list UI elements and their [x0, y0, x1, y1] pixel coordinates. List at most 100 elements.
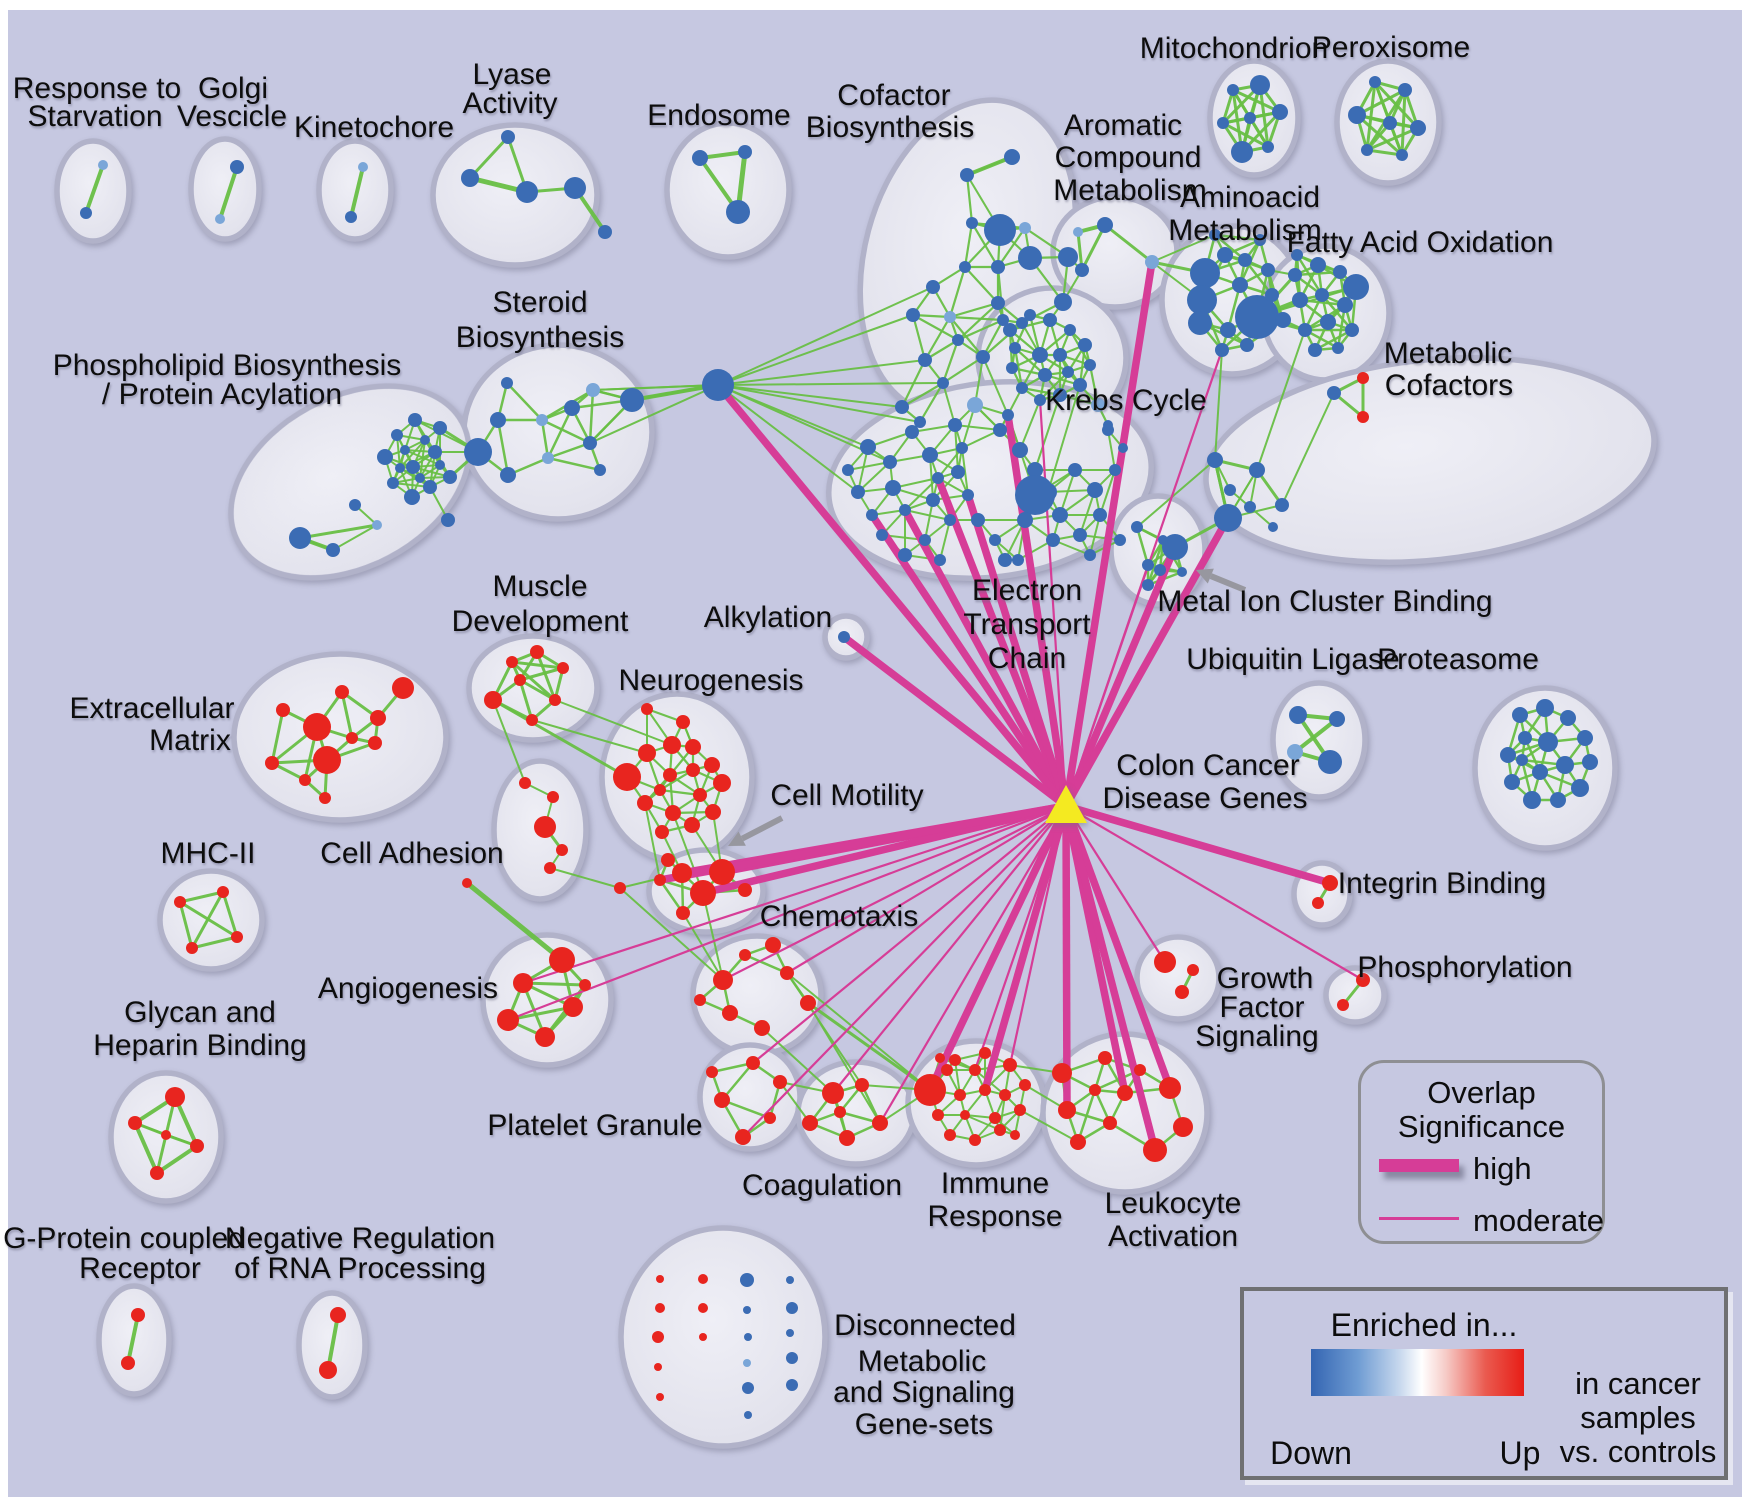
- gene-set-node-proteasome[interactable]: [1500, 747, 1516, 763]
- gene-set-node-extracellular-matrix[interactable]: [368, 736, 382, 750]
- gene-set-node-leukocyte-activation[interactable]: [1159, 1077, 1181, 1099]
- gene-set-node-muscle-development[interactable]: [530, 645, 544, 659]
- gene-set-node-growth-factor-signaling[interactable]: [1154, 951, 1176, 973]
- gene-set-node-lyase-activity[interactable]: [501, 130, 515, 144]
- gene-set-node-cofactor-biosynthesis[interactable]: [959, 261, 971, 273]
- gene-set-node-phospholipid-biosynthesis[interactable]: [400, 445, 410, 455]
- gene-set-node-neurogenesis[interactable]: [686, 763, 700, 777]
- gene-set-node-cofactor-biosynthesis[interactable]: [1018, 246, 1042, 270]
- gene-set-node-krebs-cycle[interactable]: [1016, 382, 1028, 394]
- gene-set-node-krebs-cycle[interactable]: [1032, 347, 1048, 363]
- gene-set-node-extracellular-matrix[interactable]: [265, 756, 279, 770]
- gene-set-node-extracellular-matrix[interactable]: [276, 703, 290, 717]
- gene-set-node-glycan-heparin-binding[interactable]: [161, 1130, 171, 1140]
- gene-set-node-integrin-binding[interactable]: [1312, 897, 1324, 909]
- gene-set-node-leukocyte-activation[interactable]: [1098, 1051, 1112, 1065]
- gene-set-node-aromatic-compound-metabolism[interactable]: [1075, 263, 1089, 277]
- gene-set-node-extracellular-matrix[interactable]: [392, 677, 414, 699]
- gene-set-node-ubiquitin-ligase[interactable]: [1289, 706, 1307, 724]
- gene-set-node-chemotaxis[interactable]: [765, 937, 781, 953]
- gene-set-node-electron-transport-chain[interactable]: [1012, 554, 1024, 566]
- gene-set-node-neurogenesis[interactable]: [684, 817, 700, 833]
- gene-set-node-cofactor-biosynthesis[interactable]: [1016, 317, 1028, 329]
- gene-set-node-mitochondrion[interactable]: [1262, 141, 1274, 153]
- gene-set-node-phospholipid-biosynthesis[interactable]: [443, 470, 457, 484]
- gene-set-node-proteasome[interactable]: [1516, 754, 1528, 766]
- gene-set-node-endosome[interactable]: [726, 200, 750, 224]
- gene-set-node-disconnected-gene-sets[interactable]: [698, 1303, 708, 1313]
- gene-set-node-electron-transport-chain[interactable]: [993, 423, 1007, 437]
- gene-set-node-neurogenesis[interactable]: [637, 795, 653, 811]
- gene-set-node-growth-factor-signaling[interactable]: [1187, 964, 1199, 976]
- gene-set-node-golgi-vescicle[interactable]: [230, 160, 244, 174]
- gene-set-node-immune-response[interactable]: [954, 1089, 966, 1101]
- gene-set-node-disconnected-gene-sets[interactable]: [786, 1276, 794, 1284]
- gene-set-node-phospholipid-biosynthesis[interactable]: [391, 429, 403, 441]
- gene-set-node-electron-transport-chain[interactable]: [1012, 442, 1028, 458]
- gene-set-node-electron-transport-chain[interactable]: [1002, 409, 1014, 421]
- gene-set-node-cofactor-biosynthesis[interactable]: [895, 400, 909, 414]
- gene-set-node-kinetochore[interactable]: [345, 211, 357, 223]
- gene-set-node-lyase-activity[interactable]: [516, 181, 538, 203]
- gene-set-node-cell-adhesion[interactable]: [556, 844, 568, 856]
- gene-set-node-electron-transport-chain[interactable]: [1068, 463, 1082, 477]
- gene-set-node-leukocyte-activation[interactable]: [1173, 1117, 1193, 1137]
- gene-set-node-disconnected-gene-sets[interactable]: [654, 1363, 662, 1371]
- gene-set-node-phospholipid-biosynthesis[interactable]: [406, 460, 420, 474]
- gene-set-node-phospholipid-biosynthesis[interactable]: [289, 527, 311, 549]
- gene-set-node-cell-motility[interactable]: [709, 859, 735, 885]
- gene-set-node-leukocyte-activation[interactable]: [1089, 1084, 1101, 1096]
- gene-set-node-electron-transport-chain[interactable]: [951, 465, 965, 479]
- gene-set-node-endosome[interactable]: [738, 145, 752, 159]
- gene-set-node-metabolic-cofactors[interactable]: [1224, 484, 1236, 496]
- gene-set-node-aminoacid-metabolism[interactable]: [1190, 258, 1220, 288]
- gene-set-node-fatty-acid-oxidation[interactable]: [1332, 342, 1344, 354]
- gene-set-node-neurogenesis[interactable]: [663, 768, 677, 782]
- gene-set-node-electron-transport-chain[interactable]: [876, 529, 888, 541]
- gene-set-node-immune-response[interactable]: [1019, 1079, 1031, 1091]
- gene-set-node-mitochondrion[interactable]: [1250, 75, 1270, 95]
- gene-set-node-cell-adhesion[interactable]: [534, 816, 556, 838]
- gene-set-node-phospholipid-biosynthesis[interactable]: [420, 435, 430, 445]
- gene-set-node-electron-transport-chain[interactable]: [1114, 534, 1126, 546]
- gene-set-node-extracellular-matrix[interactable]: [303, 713, 331, 741]
- gene-set-node-phosphorylation[interactable]: [1337, 999, 1349, 1011]
- gene-set-node-proteasome[interactable]: [1518, 731, 1532, 745]
- gene-set-node-krebs-cycle[interactable]: [1091, 398, 1105, 412]
- gene-set-node-platelet-granule[interactable]: [764, 1112, 776, 1124]
- gene-set-node-aminoacid-metabolism[interactable]: [1261, 263, 1275, 277]
- gene-set-node-leukocyte-activation[interactable]: [1070, 1134, 1086, 1150]
- gene-set-node-metabolic-cofactors[interactable]: [1268, 522, 1278, 532]
- gene-set-node-extracellular-matrix[interactable]: [370, 710, 386, 726]
- gene-set-node-immune-response[interactable]: [914, 1074, 946, 1106]
- gene-set-node-disconnected-gene-sets[interactable]: [786, 1352, 798, 1364]
- gene-set-node-electron-transport-chain[interactable]: [962, 489, 974, 501]
- gene-set-node-cofactor-biosynthesis[interactable]: [1058, 247, 1078, 267]
- gene-set-node-mhc-ii[interactable]: [217, 886, 229, 898]
- gene-set-node-platelet-granule[interactable]: [735, 1129, 751, 1145]
- gene-set-node-aminoacid-metabolism[interactable]: [1235, 295, 1279, 339]
- gene-set-node-krebs-cycle[interactable]: [1009, 342, 1021, 354]
- gene-set-node-angiogenesis[interactable]: [549, 947, 575, 973]
- gene-set-node-extracellular-matrix[interactable]: [335, 685, 349, 699]
- gene-set-node-steroid-biosynthesis[interactable]: [490, 412, 506, 428]
- gene-set-node-immune-response[interactable]: [960, 1110, 970, 1120]
- gene-set-node-cell-motility[interactable]: [690, 880, 716, 906]
- gene-set-node-extracellular-matrix[interactable]: [346, 732, 358, 744]
- gene-set-node-disconnected-gene-sets[interactable]: [652, 1331, 664, 1343]
- gene-set-node-chemotaxis[interactable]: [694, 994, 706, 1006]
- gene-set-node-metabolic-cofactors[interactable]: [1327, 386, 1341, 400]
- gene-set-node-peroxisome[interactable]: [1383, 116, 1397, 130]
- gene-set-node-lyase-activity[interactable]: [461, 169, 479, 187]
- gene-set-node-platelet-granule[interactable]: [773, 1075, 787, 1089]
- gene-set-node-leukocyte-activation[interactable]: [1103, 1116, 1117, 1130]
- gene-set-node-metal-ion-cluster-binding[interactable]: [1142, 559, 1154, 571]
- gene-set-node-electron-transport-chain[interactable]: [885, 480, 901, 496]
- gene-set-node-fatty-acid-oxidation[interactable]: [1333, 265, 1347, 279]
- gene-set-node-cofactor-biosynthesis[interactable]: [1019, 222, 1031, 234]
- gene-set-node-cofactor-biosynthesis[interactable]: [991, 260, 1005, 274]
- gene-set-node-aminoacid-metabolism[interactable]: [1209, 229, 1221, 241]
- gene-set-node-aromatic-compound-metabolism[interactable]: [1097, 217, 1113, 233]
- gene-set-node-krebs-cycle[interactable]: [1073, 378, 1087, 392]
- gene-set-node-immune-response[interactable]: [944, 1129, 956, 1141]
